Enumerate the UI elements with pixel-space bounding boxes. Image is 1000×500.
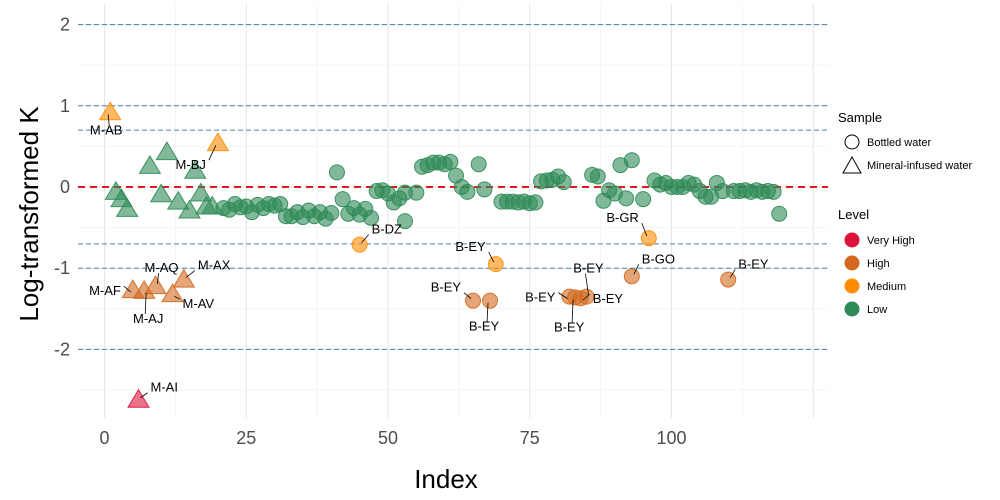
point-label: B-EY (573, 261, 604, 276)
data-point-triangle (207, 133, 228, 151)
y-tick-label: -2 (54, 339, 70, 359)
legend-swatch-very-high (845, 233, 860, 248)
point-label: B-EY (525, 290, 556, 305)
legend-title-sample: Sample (838, 110, 882, 125)
point-label: M-AF (89, 283, 121, 298)
legend-label-low: Low (867, 304, 887, 316)
x-axis-ticks: 0 25 50 75 100 (99, 428, 686, 448)
x-tick-label: 25 (236, 428, 256, 448)
data-point-circle (624, 269, 639, 284)
point-label: M-AX (198, 258, 231, 273)
data-point-circle (721, 272, 736, 287)
legend-label-medium: Medium (867, 281, 906, 293)
point-label: M-AQ (145, 260, 179, 275)
legend-title-level: Level (838, 207, 869, 222)
y-axis-title: Log-transformed K (14, 106, 44, 322)
point-label: B-EY (738, 257, 769, 272)
data-point-circle (556, 175, 571, 190)
data-point-circle (483, 293, 498, 308)
data-point-triangle (156, 142, 177, 160)
x-tick-label: 50 (378, 428, 398, 448)
data-point-circle (766, 184, 781, 199)
data-point-triangle (100, 102, 121, 120)
point-label: M-AI (151, 380, 178, 395)
y-tick-label: -1 (54, 258, 70, 278)
legend-label-bottled-water: Bottled water (867, 137, 932, 149)
data-point-circle (477, 182, 492, 197)
y-tick-label: 0 (60, 177, 70, 197)
data-point-circle (641, 231, 656, 246)
y-axis-ticks: -2 -1 0 1 2 (54, 15, 70, 360)
x-tick-label: 0 (99, 428, 109, 448)
point-label: B-EY (431, 280, 462, 295)
data-point-circle (590, 169, 605, 184)
legend: Sample Bottled water Mineral-infused wat… (838, 110, 972, 317)
legend-label-mineral-infused-water: Mineral-infused water (867, 160, 972, 172)
data-point-circle (772, 206, 787, 221)
legend-label-very-high: Very High (867, 235, 915, 247)
point-label: M-AJ (133, 311, 163, 326)
x-axis-title: Index (414, 464, 478, 494)
point-label: B-EY (593, 291, 624, 306)
legend-swatch-low (845, 302, 860, 317)
data-points (100, 102, 787, 407)
point-label: M-AV (183, 296, 215, 311)
point-label: M-AB (90, 122, 123, 137)
point-label: M-BJ (176, 157, 206, 172)
data-point-circle (471, 157, 486, 172)
annotation-leader-line (186, 271, 195, 278)
y-tick-label: 1 (60, 96, 70, 116)
data-point-circle (324, 205, 339, 220)
point-label: B-GO (642, 251, 675, 266)
legend-label-high: High (867, 258, 890, 270)
data-point-triangle (145, 276, 166, 294)
legend-swatch-medium (845, 279, 860, 294)
data-point-circle (443, 154, 458, 169)
data-point-circle (528, 195, 543, 210)
x-tick-label: 75 (520, 428, 540, 448)
data-point-triangle (128, 390, 149, 408)
data-point-circle (409, 185, 424, 200)
legend-triangle-icon (843, 157, 861, 173)
point-label: B-GR (606, 210, 639, 225)
data-point-circle (329, 165, 344, 180)
legend-circle-icon (845, 135, 859, 149)
legend-swatch-high (845, 256, 860, 271)
point-label: B-DZ (372, 222, 402, 237)
data-point-circle (619, 191, 634, 206)
data-point-circle (460, 184, 475, 199)
y-tick-label: 2 (60, 15, 70, 35)
data-point-circle (488, 257, 503, 272)
point-label: B-EY (455, 239, 486, 254)
data-point-circle (624, 153, 639, 168)
point-label: B-EY (554, 319, 585, 334)
data-point-circle (636, 192, 651, 207)
x-tick-label: 100 (656, 428, 686, 448)
point-label: B-EY (469, 319, 500, 334)
